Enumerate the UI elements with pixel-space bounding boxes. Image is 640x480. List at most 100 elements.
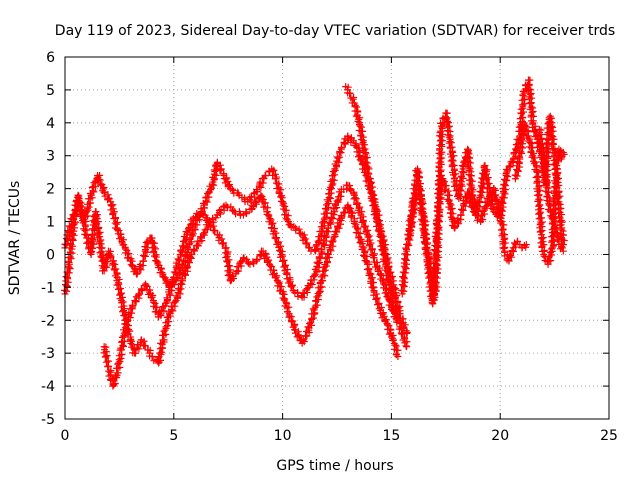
data-point	[526, 76, 534, 84]
data-point	[455, 220, 463, 228]
y-tick-label: 2	[46, 182, 55, 198]
series-track-H	[535, 112, 568, 249]
data-point	[372, 295, 380, 303]
data-point	[223, 174, 231, 182]
data-point	[482, 203, 490, 211]
data-point	[506, 252, 514, 260]
data-point	[548, 215, 556, 223]
series-track-D	[342, 83, 402, 324]
data-point	[467, 172, 475, 180]
data-point	[432, 229, 440, 237]
data-point	[358, 127, 366, 135]
data-point	[224, 204, 232, 212]
data-point	[449, 157, 457, 165]
data-point	[303, 285, 311, 293]
data-point	[90, 240, 98, 248]
data-point	[356, 203, 364, 211]
data-point	[335, 158, 343, 166]
data-point	[350, 219, 358, 227]
data-point	[105, 194, 113, 202]
data-point	[484, 198, 492, 206]
data-point	[478, 183, 486, 191]
data-point	[553, 188, 561, 196]
data-point	[67, 235, 75, 243]
data-point	[315, 288, 323, 296]
data-point	[161, 326, 169, 334]
x-tick-label: 10	[274, 428, 292, 444]
data-point	[211, 227, 219, 235]
data-point	[403, 240, 411, 248]
data-point	[384, 267, 392, 275]
data-point	[184, 244, 192, 252]
data-point	[299, 337, 307, 345]
data-point	[149, 239, 157, 247]
data-point	[539, 238, 547, 246]
data-point	[433, 216, 441, 224]
data-point	[179, 257, 187, 265]
data-point	[317, 273, 325, 281]
data-point	[127, 339, 135, 347]
data-point	[547, 257, 555, 265]
data-point	[126, 314, 134, 322]
data-point	[165, 318, 173, 326]
data-point	[279, 257, 287, 265]
data-point	[476, 188, 484, 196]
data-point	[310, 276, 318, 284]
data-point	[288, 283, 296, 291]
data-point	[312, 242, 320, 250]
data-point	[70, 227, 78, 235]
y-tick-label: 1	[46, 215, 55, 231]
data-point	[379, 277, 387, 285]
data-point	[176, 256, 184, 264]
data-point	[90, 188, 98, 196]
data-point	[394, 346, 402, 354]
data-point	[96, 249, 104, 257]
data-point	[354, 118, 362, 126]
data-point	[118, 333, 126, 341]
data-point	[428, 295, 436, 303]
data-point	[519, 101, 527, 109]
data-points	[60, 76, 568, 390]
data-point	[102, 353, 110, 361]
data-point	[336, 220, 344, 228]
data-point	[126, 336, 134, 344]
data-point	[172, 269, 180, 277]
data-point	[327, 194, 335, 202]
data-point	[175, 255, 183, 263]
data-point	[425, 257, 433, 265]
data-point	[103, 263, 111, 271]
data-point	[217, 166, 225, 174]
data-point	[556, 192, 564, 200]
data-point	[549, 242, 557, 250]
data-point	[131, 297, 139, 305]
data-point	[467, 198, 475, 206]
y-axis-label: SDTVAR / TECUs	[7, 181, 23, 296]
data-point	[151, 252, 159, 260]
data-point	[242, 208, 250, 216]
data-point	[95, 175, 103, 183]
data-point	[538, 247, 546, 255]
data-point	[387, 289, 395, 297]
data-point	[436, 154, 444, 162]
data-point	[294, 293, 302, 301]
data-point	[416, 198, 424, 206]
data-point	[391, 341, 399, 349]
y-tick-label: 3	[46, 149, 55, 165]
data-point	[435, 159, 443, 167]
data-point	[347, 213, 355, 221]
data-point	[356, 122, 364, 130]
data-point	[105, 195, 113, 203]
data-point	[306, 319, 314, 327]
data-point	[207, 186, 215, 194]
data-point	[470, 207, 478, 215]
data-point	[80, 213, 88, 221]
data-point	[316, 237, 324, 245]
data-point	[353, 224, 361, 232]
data-point	[434, 211, 442, 219]
data-point	[321, 266, 329, 274]
data-point	[275, 188, 283, 196]
data-point	[375, 226, 383, 234]
data-point	[271, 175, 279, 183]
data-point	[286, 312, 294, 320]
data-point	[498, 206, 506, 214]
